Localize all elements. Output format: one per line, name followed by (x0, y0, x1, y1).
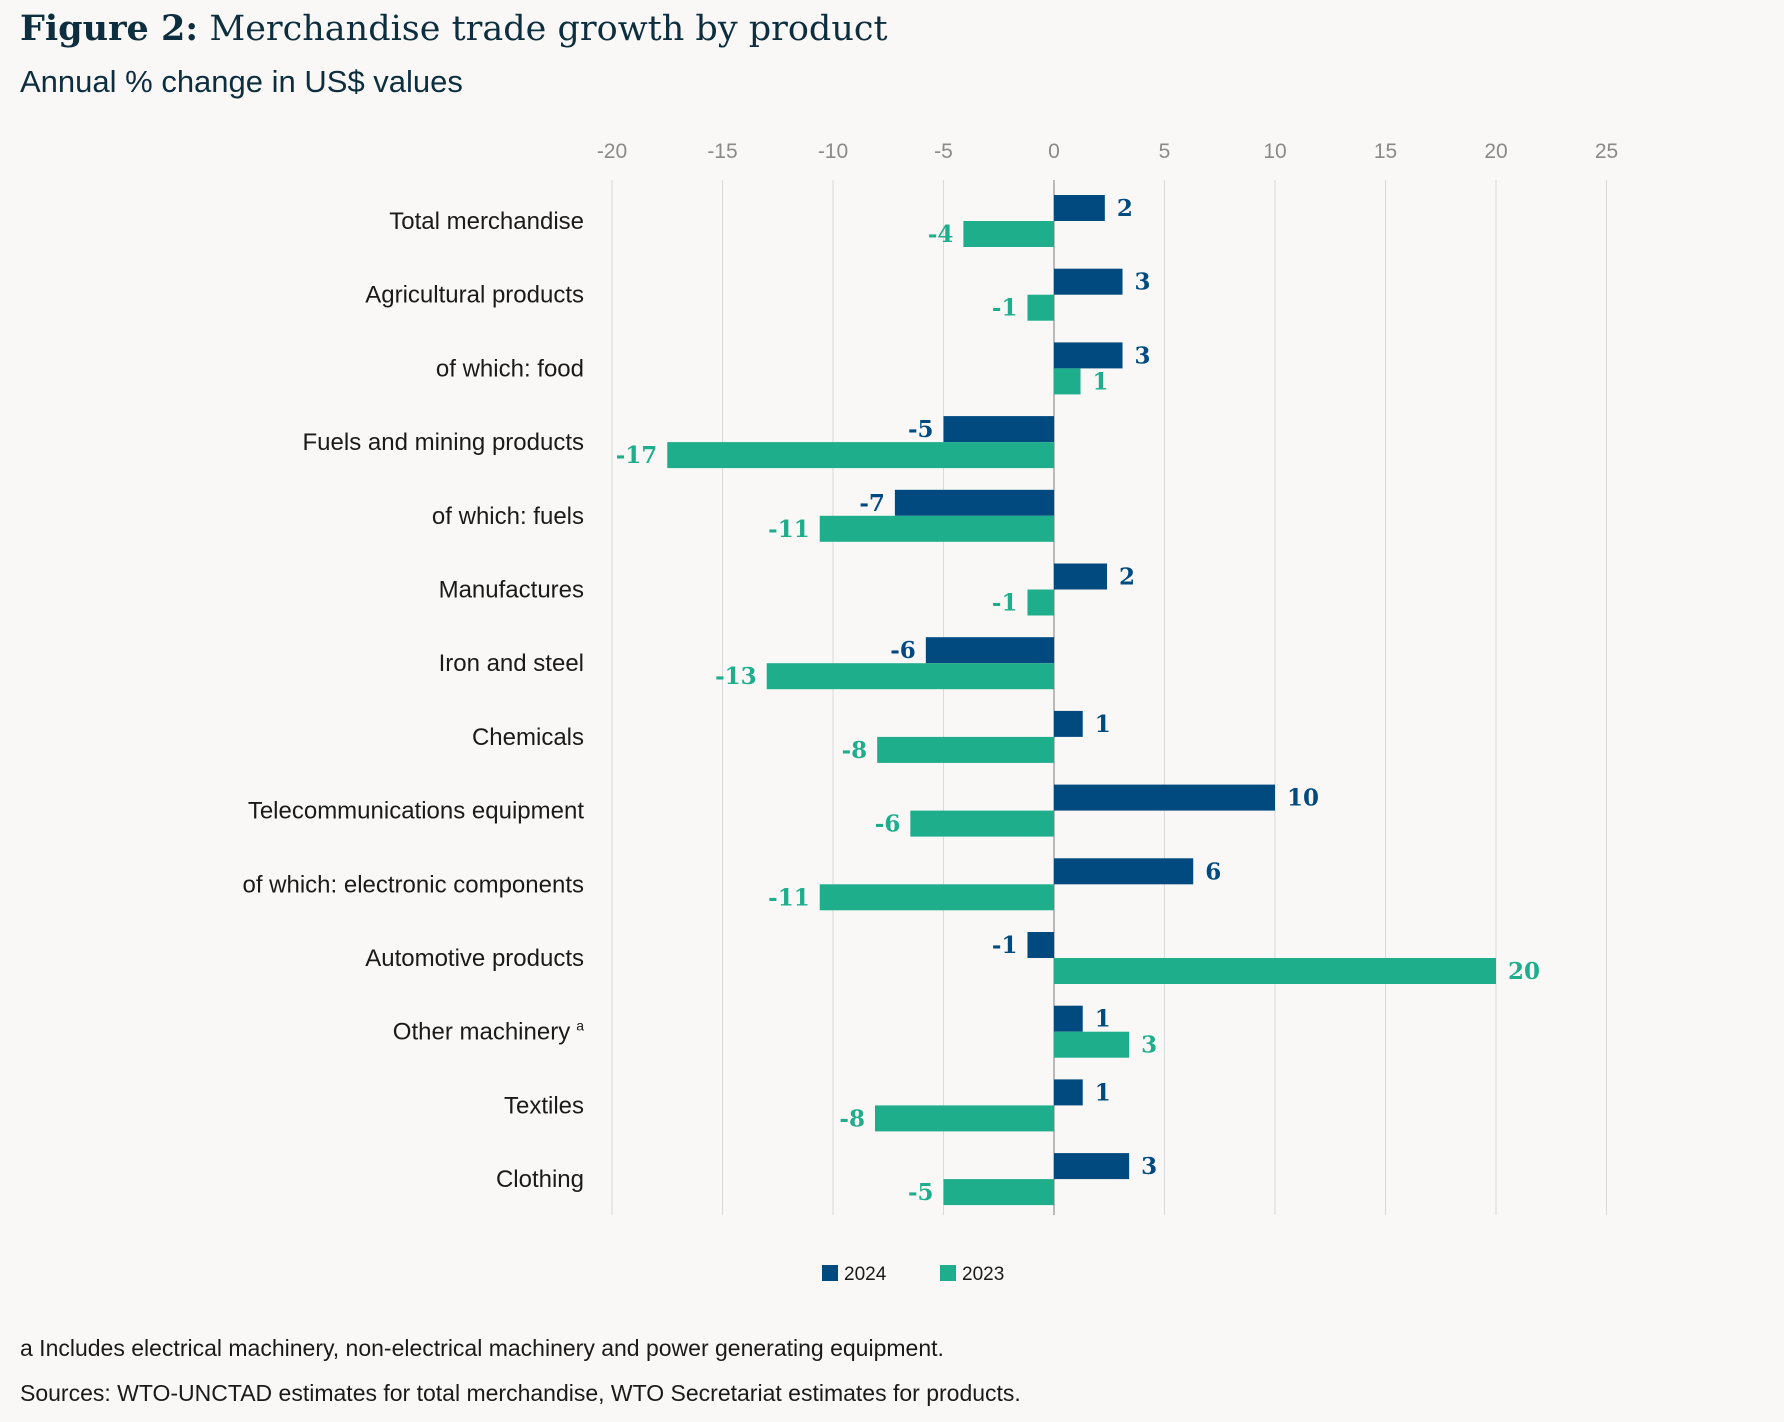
legend-label-2024: 2024 (844, 1264, 887, 1285)
value-label-2023: -8 (839, 1105, 865, 1132)
value-label-2024: 2 (1119, 564, 1135, 591)
bar-2024 (1054, 784, 1275, 811)
bar-2023 (667, 442, 1054, 469)
chart-subtitle: Annual % change in US$ values (20, 64, 463, 99)
bar-2023 (1054, 1031, 1130, 1058)
x-tick-label: 0 (1048, 140, 1060, 163)
figure-title: Merchandise trade growth by product (209, 9, 888, 49)
legend-label-2023: 2023 (962, 1264, 1004, 1285)
value-label-2023: 1 (1093, 368, 1109, 395)
value-label-2024: 6 (1205, 858, 1221, 885)
value-label-2024: 10 (1287, 785, 1319, 812)
bar-2024 (1054, 1079, 1083, 1106)
value-label-2023: -4 (928, 221, 954, 248)
x-tick-label: 25 (1595, 140, 1618, 163)
category-label: Total merchandise (389, 208, 584, 235)
x-tick-label: -10 (818, 140, 848, 163)
bar-2023 (877, 736, 1054, 763)
value-label-2024: 1 (1095, 711, 1111, 738)
value-label-2023: -11 (768, 516, 810, 543)
value-label-2024: -6 (890, 637, 916, 664)
x-tick-label: 20 (1484, 140, 1507, 163)
bar-2023 (874, 1105, 1054, 1132)
x-tick-label: -20 (597, 140, 627, 163)
chart-title: Figure 2: Merchandise trade growth by pr… (20, 8, 888, 49)
x-tick-label: 10 (1263, 140, 1286, 163)
bar-2024 (1027, 932, 1054, 958)
bar-2024 (1054, 710, 1083, 737)
bar-2024 (1054, 1153, 1130, 1180)
x-tick-label: -15 (707, 140, 737, 163)
category-label: of which: fuels (432, 503, 584, 530)
category-label: Manufactures (439, 577, 584, 604)
category-label: Iron and steel (439, 650, 584, 677)
bar-2024 (1054, 858, 1194, 885)
category-label: Automotive products (365, 945, 584, 972)
x-tick-label: 15 (1374, 140, 1397, 163)
category-label: Clothing (496, 1166, 584, 1193)
category-label: Fuels and mining products (303, 429, 584, 456)
category-label: Textiles (504, 1092, 584, 1119)
value-label-2023: 20 (1508, 958, 1540, 985)
value-label-2023: -13 (715, 663, 757, 690)
x-tick-label: -5 (934, 140, 953, 163)
bar-chart: -20 -15 -10 -5 0 5 10 15 20 25 Total merchandise 2 -… (242, 140, 1618, 1285)
bar-2023 (1027, 589, 1054, 616)
value-label-2023: -11 (768, 884, 810, 911)
bar-2024 (925, 637, 1054, 664)
value-label-2024: -1 (992, 932, 1018, 959)
value-label-2023: -5 (908, 1179, 934, 1206)
bar-2024 (894, 489, 1054, 516)
footnote-marker: a (576, 1018, 584, 1034)
sources-note: Sources: WTO-UNCTAD estimates for total … (20, 1380, 1021, 1406)
bar-2023 (819, 515, 1054, 542)
value-label-2023: 3 (1141, 1032, 1157, 1059)
category-label: of which: food (436, 355, 584, 382)
bar-2023 (819, 884, 1054, 911)
bar-2024 (1054, 195, 1105, 221)
bar-2024 (1054, 268, 1123, 295)
category-label: Other machinery a (393, 1018, 584, 1046)
bar-2023 (1054, 958, 1496, 984)
value-label-2024: -5 (908, 416, 934, 443)
value-label-2023: -1 (992, 295, 1018, 322)
bar-2024 (1054, 563, 1108, 590)
value-label-2024: 3 (1135, 342, 1151, 369)
value-label-2024: 3 (1135, 269, 1151, 296)
footnote: a Includes electrical machinery, non-ele… (20, 1335, 944, 1361)
value-label-2024: 2 (1117, 195, 1133, 222)
category-label: Telecommunications equipment (248, 798, 585, 825)
bar-2023 (910, 810, 1054, 837)
bar-2023 (1054, 368, 1081, 395)
bar-2023 (766, 663, 1054, 690)
legend-swatch-2024 (822, 1265, 838, 1281)
bar-2023 (943, 1179, 1054, 1206)
x-tick-label: 5 (1159, 140, 1171, 163)
bar-2024 (1054, 342, 1123, 369)
category-label: Agricultural products (365, 282, 584, 309)
bar-2023 (963, 221, 1054, 247)
value-label-2023: -8 (842, 737, 868, 764)
value-label-2024: -7 (859, 490, 885, 517)
bar-2023 (1027, 294, 1054, 321)
figure-label: Figure 2: (20, 8, 199, 49)
value-label-2024: 1 (1095, 1079, 1111, 1106)
category-label: of which: electronic components (242, 871, 584, 898)
legend-swatch-2023 (940, 1265, 956, 1281)
bar-2024 (1054, 1005, 1083, 1032)
value-label-2023: -6 (875, 811, 901, 838)
value-label-2024: 3 (1141, 1153, 1157, 1180)
category-label: Chemicals (472, 724, 584, 751)
bar-2024 (943, 416, 1054, 443)
value-label-2024: 1 (1095, 1006, 1111, 1033)
value-label-2023: -17 (616, 442, 658, 469)
value-label-2023: -1 (992, 590, 1018, 617)
